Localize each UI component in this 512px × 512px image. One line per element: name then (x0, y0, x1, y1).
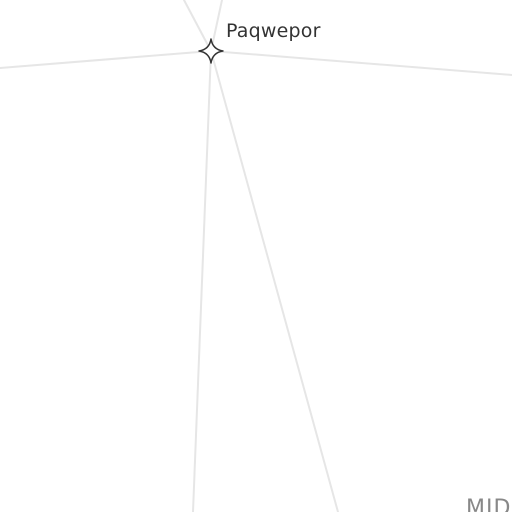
road-south-east (210, 50, 339, 512)
road-south (192, 50, 212, 512)
road-north-west (183, 0, 212, 52)
place-label[interactable]: Paqwepor (226, 20, 321, 42)
region-label: MID (466, 496, 512, 512)
road-east (210, 50, 512, 76)
four-point-star-icon[interactable] (198, 38, 224, 64)
road-west (0, 50, 212, 69)
road-north-east (210, 0, 223, 52)
